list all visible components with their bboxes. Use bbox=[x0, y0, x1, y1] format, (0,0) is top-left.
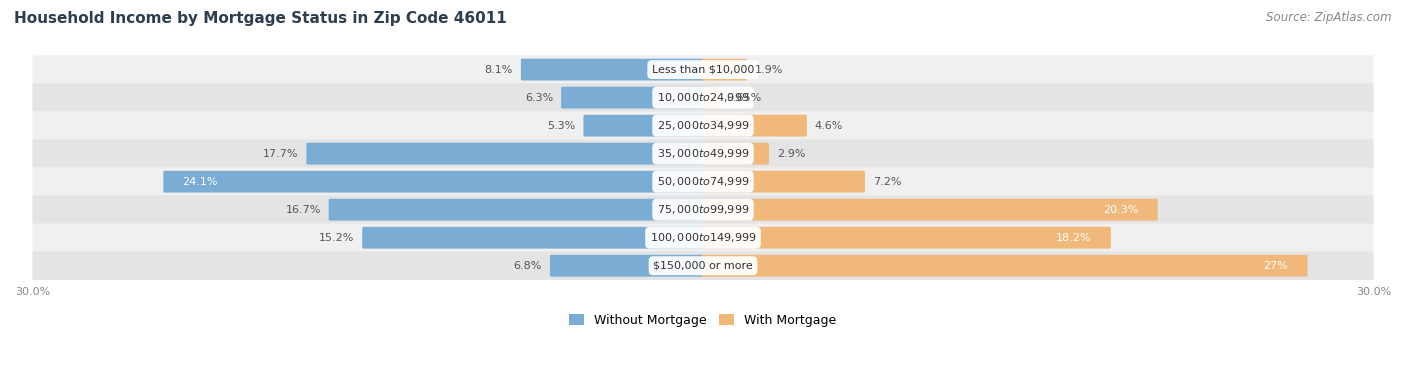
Text: $35,000 to $49,999: $35,000 to $49,999 bbox=[657, 147, 749, 160]
FancyBboxPatch shape bbox=[702, 115, 807, 136]
Text: 20.3%: 20.3% bbox=[1104, 205, 1139, 215]
Text: 17.7%: 17.7% bbox=[263, 149, 298, 159]
Text: $50,000 to $74,999: $50,000 to $74,999 bbox=[657, 175, 749, 188]
FancyBboxPatch shape bbox=[520, 59, 704, 81]
Text: 4.6%: 4.6% bbox=[814, 121, 844, 131]
FancyBboxPatch shape bbox=[163, 171, 704, 193]
Text: 6.3%: 6.3% bbox=[524, 93, 554, 102]
FancyBboxPatch shape bbox=[583, 115, 704, 136]
Text: 16.7%: 16.7% bbox=[285, 205, 321, 215]
Text: Source: ZipAtlas.com: Source: ZipAtlas.com bbox=[1267, 11, 1392, 24]
FancyBboxPatch shape bbox=[363, 227, 704, 249]
Text: 15.2%: 15.2% bbox=[319, 233, 354, 243]
Text: 1.9%: 1.9% bbox=[755, 65, 783, 74]
FancyBboxPatch shape bbox=[702, 143, 769, 164]
Text: 27%: 27% bbox=[1264, 261, 1288, 271]
Text: 0.65%: 0.65% bbox=[727, 93, 762, 102]
FancyBboxPatch shape bbox=[32, 55, 1374, 84]
FancyBboxPatch shape bbox=[307, 143, 704, 164]
FancyBboxPatch shape bbox=[32, 195, 1374, 224]
Text: 5.3%: 5.3% bbox=[547, 121, 575, 131]
Text: Household Income by Mortgage Status in Zip Code 46011: Household Income by Mortgage Status in Z… bbox=[14, 11, 506, 26]
FancyBboxPatch shape bbox=[32, 251, 1374, 280]
Text: $100,000 to $149,999: $100,000 to $149,999 bbox=[650, 231, 756, 244]
Text: $150,000 or more: $150,000 or more bbox=[654, 261, 752, 271]
FancyBboxPatch shape bbox=[32, 83, 1374, 112]
Text: 2.9%: 2.9% bbox=[776, 149, 806, 159]
Text: 18.2%: 18.2% bbox=[1056, 233, 1092, 243]
Text: $10,000 to $24,999: $10,000 to $24,999 bbox=[657, 91, 749, 104]
FancyBboxPatch shape bbox=[702, 199, 1157, 221]
FancyBboxPatch shape bbox=[32, 139, 1374, 168]
Text: 6.8%: 6.8% bbox=[513, 261, 543, 271]
Text: $75,000 to $99,999: $75,000 to $99,999 bbox=[657, 203, 749, 216]
FancyBboxPatch shape bbox=[702, 227, 1111, 249]
FancyBboxPatch shape bbox=[329, 199, 704, 221]
FancyBboxPatch shape bbox=[702, 87, 718, 108]
Text: $25,000 to $34,999: $25,000 to $34,999 bbox=[657, 119, 749, 132]
Text: 7.2%: 7.2% bbox=[873, 177, 901, 187]
Legend: Without Mortgage, With Mortgage: Without Mortgage, With Mortgage bbox=[569, 314, 837, 327]
FancyBboxPatch shape bbox=[702, 255, 1308, 277]
Text: Less than $10,000: Less than $10,000 bbox=[652, 65, 754, 74]
FancyBboxPatch shape bbox=[32, 112, 1374, 140]
FancyBboxPatch shape bbox=[550, 255, 704, 277]
FancyBboxPatch shape bbox=[561, 87, 704, 108]
FancyBboxPatch shape bbox=[702, 171, 865, 193]
Text: 8.1%: 8.1% bbox=[485, 65, 513, 74]
FancyBboxPatch shape bbox=[702, 59, 747, 81]
FancyBboxPatch shape bbox=[32, 223, 1374, 252]
FancyBboxPatch shape bbox=[32, 167, 1374, 196]
Text: 24.1%: 24.1% bbox=[183, 177, 218, 187]
